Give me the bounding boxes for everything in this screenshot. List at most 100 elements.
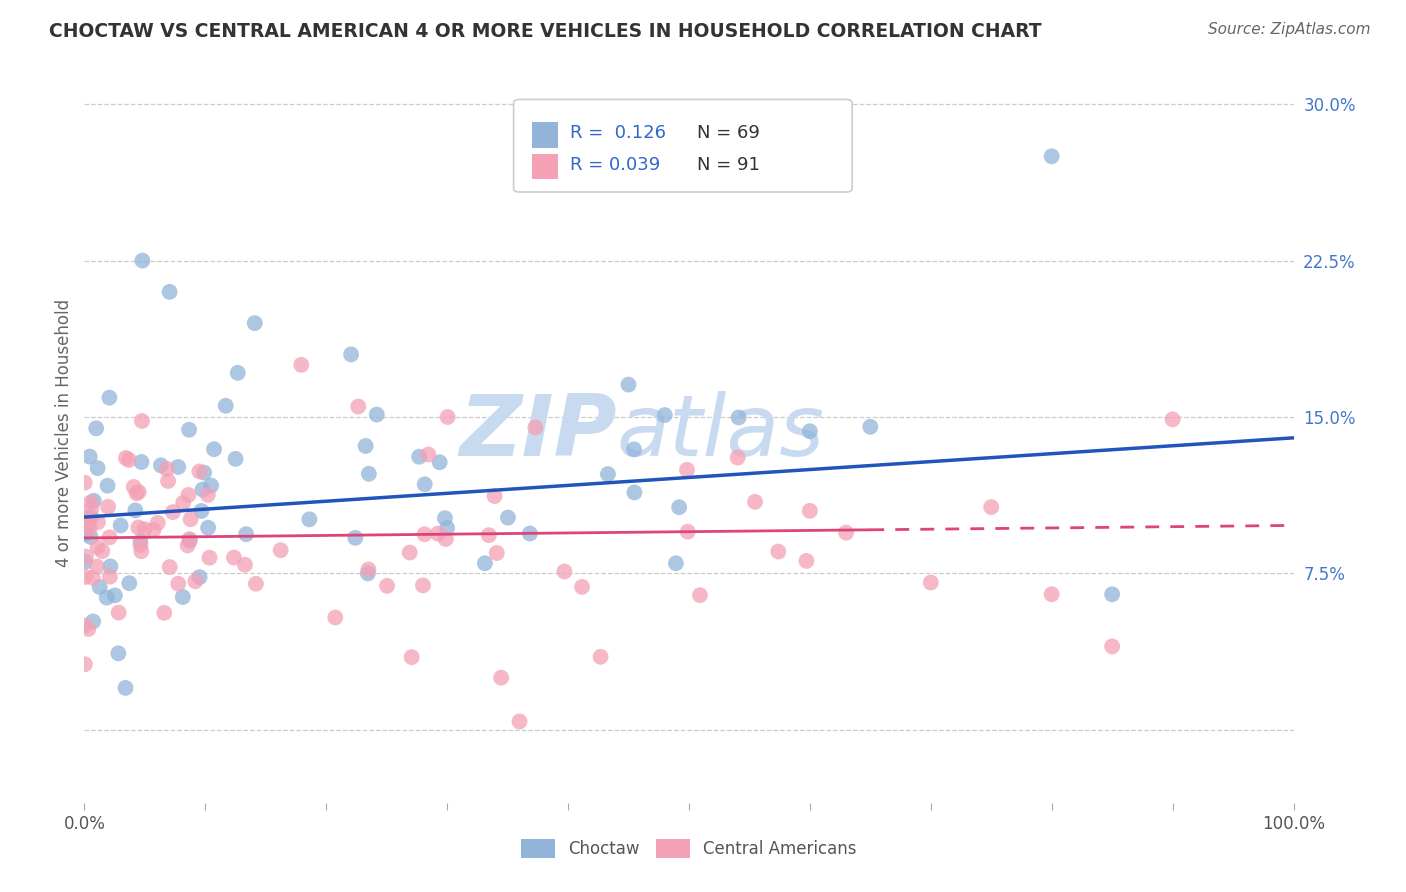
Point — [290, 358, 312, 372]
Point — [1101, 640, 1123, 654]
Point — [727, 410, 749, 425]
Point — [179, 532, 201, 546]
Point — [80, 495, 103, 509]
Text: Source: ZipAtlas.com: Source: ZipAtlas.com — [1208, 22, 1371, 37]
Point — [398, 545, 420, 559]
Point — [202, 442, 225, 457]
Legend: Choctaw, Central Americans: Choctaw, Central Americans — [515, 832, 863, 865]
Point — [799, 504, 821, 518]
Point — [75, 526, 97, 541]
Point — [226, 366, 249, 380]
Point — [188, 570, 211, 584]
Point — [496, 510, 519, 524]
Point — [96, 591, 118, 605]
Point — [676, 463, 699, 477]
Point — [617, 377, 640, 392]
Text: R = 0.039: R = 0.039 — [571, 155, 661, 174]
Point — [75, 549, 97, 564]
Point — [354, 439, 377, 453]
Point — [571, 580, 593, 594]
Point — [1040, 587, 1063, 601]
Point — [654, 408, 676, 422]
Point — [509, 714, 531, 729]
Y-axis label: 4 or more Vehicles in Household: 4 or more Vehicles in Household — [55, 299, 73, 566]
Point — [73, 475, 96, 490]
Point — [125, 486, 148, 500]
Point — [98, 391, 121, 405]
Point — [172, 496, 194, 510]
Point — [193, 466, 215, 480]
Point — [79, 450, 101, 464]
Point — [134, 522, 156, 536]
Point — [235, 527, 257, 541]
Point — [131, 414, 153, 428]
Point — [146, 516, 169, 530]
Point — [1040, 149, 1063, 163]
Point — [97, 479, 120, 493]
Point — [82, 571, 104, 585]
Point — [835, 525, 858, 540]
Point — [177, 488, 200, 502]
Point — [157, 474, 180, 488]
Point — [131, 455, 153, 469]
Point — [676, 524, 699, 539]
Point — [426, 526, 449, 541]
Point — [73, 618, 96, 632]
Point — [83, 493, 105, 508]
Point — [474, 556, 496, 570]
Point — [796, 554, 818, 568]
Point — [86, 461, 108, 475]
Point — [167, 576, 190, 591]
Point — [162, 505, 184, 519]
Point — [920, 575, 942, 590]
Point — [118, 576, 141, 591]
Bar — [531, 153, 558, 179]
Point — [347, 400, 370, 414]
Point — [478, 528, 501, 542]
Point — [433, 511, 456, 525]
Point — [100, 559, 122, 574]
Point — [768, 544, 790, 558]
Point — [485, 546, 508, 560]
Point — [1161, 412, 1184, 426]
Point — [344, 531, 367, 545]
Point — [489, 671, 512, 685]
Point — [245, 576, 267, 591]
Point — [357, 566, 380, 581]
Point — [198, 550, 221, 565]
Point — [375, 579, 398, 593]
Point — [408, 450, 430, 464]
Point — [434, 532, 457, 546]
Point — [73, 657, 96, 672]
Point — [413, 477, 436, 491]
Point — [176, 538, 198, 552]
Point — [799, 424, 821, 438]
Point — [623, 442, 645, 457]
Point — [110, 518, 132, 533]
Point — [91, 544, 114, 558]
Text: N = 91: N = 91 — [697, 155, 761, 174]
Point — [107, 646, 129, 660]
Point — [84, 421, 107, 435]
Point — [744, 495, 766, 509]
Point — [77, 518, 100, 533]
Point — [436, 521, 458, 535]
Point — [596, 467, 619, 481]
Point — [589, 649, 612, 664]
Point — [401, 650, 423, 665]
Point — [89, 580, 111, 594]
Point — [104, 588, 127, 602]
Text: CHOCTAW VS CENTRAL AMERICAN 4 OR MORE VEHICLES IN HOUSEHOLD CORRELATION CHART: CHOCTAW VS CENTRAL AMERICAN 4 OR MORE VE… — [49, 22, 1042, 41]
Point — [131, 253, 153, 268]
Point — [200, 478, 222, 492]
Text: atlas: atlas — [616, 391, 824, 475]
Point — [80, 510, 103, 524]
Point — [86, 559, 108, 574]
Point — [114, 681, 136, 695]
Point — [129, 544, 152, 558]
Point — [1101, 587, 1123, 601]
Point — [87, 515, 110, 529]
Point — [524, 420, 547, 434]
Point — [668, 500, 690, 515]
Bar — [531, 121, 558, 147]
